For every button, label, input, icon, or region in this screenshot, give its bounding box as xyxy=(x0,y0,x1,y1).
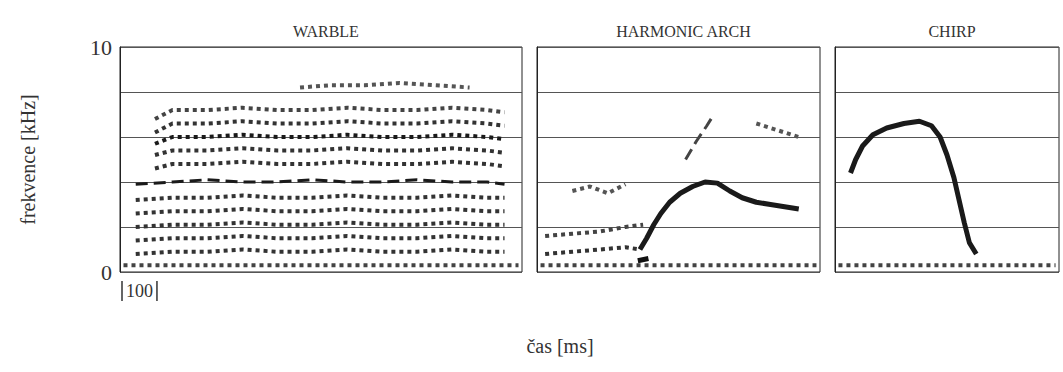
svg-text:čas [ms]: čas [ms] xyxy=(526,335,593,357)
svg-text:WARBLE: WARBLE xyxy=(293,23,359,40)
svg-text:100: 100 xyxy=(126,281,153,301)
svg-text:HARMONIC ARCH: HARMONIC ARCH xyxy=(616,23,751,40)
svg-text:CHIRP: CHIRP xyxy=(928,23,975,40)
svg-text:10: 10 xyxy=(90,35,112,60)
svg-text:0: 0 xyxy=(101,260,112,285)
svg-text:frekvence [kHz]: frekvence [kHz] xyxy=(17,94,39,224)
